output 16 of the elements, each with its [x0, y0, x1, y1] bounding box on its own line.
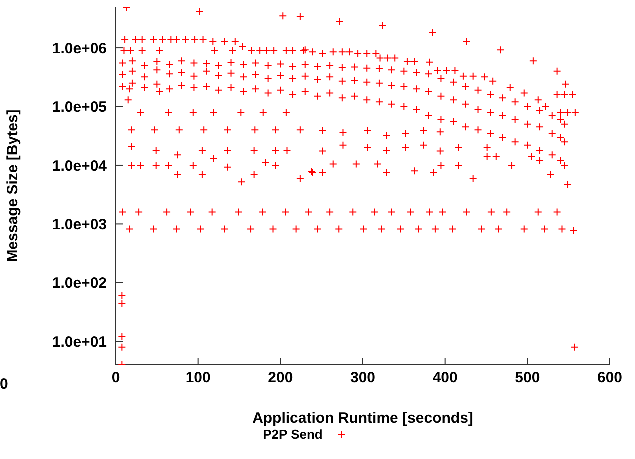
y-tick-label: 1.0e+01: [52, 334, 107, 351]
x-tick-label: 0: [112, 370, 120, 387]
x-tick-label: 400: [432, 370, 458, 387]
x-tick-label: 200: [268, 370, 294, 387]
y-tick-label: 1.0e+02: [52, 275, 107, 292]
y-tick-label: 1.0e+05: [52, 99, 107, 116]
x-tick-label: 500: [515, 370, 540, 387]
y-tick-label: 1.0e+03: [52, 216, 107, 234]
y-tick-label: 1.0e+06: [52, 40, 107, 58]
x-tick-label: 100: [186, 370, 211, 387]
y-tick-label: 1.0e+04: [52, 158, 108, 175]
legend-label: P2P Send: [263, 427, 323, 442]
x-tick-label: 300: [350, 370, 376, 387]
x-tick-label: 600: [597, 370, 623, 387]
y-axis-title: Message Size [Bytes]: [4, 110, 22, 262]
x-axis-title: Application Runtime [seconds]: [252, 410, 474, 427]
